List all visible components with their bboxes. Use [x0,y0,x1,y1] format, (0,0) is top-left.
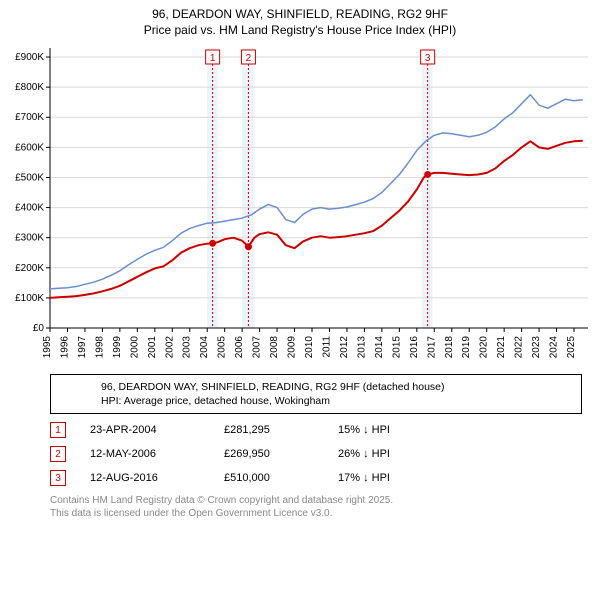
svg-text:1999: 1999 [112,336,123,359]
svg-text:1: 1 [210,53,216,64]
svg-text:1996: 1996 [59,336,70,359]
svg-text:2017: 2017 [426,336,437,359]
svg-text:£300K: £300K [15,233,44,244]
transaction-date: 23-APR-2004 [90,424,200,436]
svg-text:2019: 2019 [461,336,472,359]
transaction-price: £281,295 [224,424,314,436]
svg-text:2021: 2021 [496,336,507,359]
svg-text:2016: 2016 [409,336,420,359]
transaction-price: £510,000 [224,472,314,484]
svg-text:2009: 2009 [287,336,298,359]
svg-text:2007: 2007 [252,336,263,359]
svg-text:2014: 2014 [374,336,385,359]
transaction-date: 12-MAY-2006 [90,448,200,460]
svg-text:2025: 2025 [566,336,577,359]
svg-text:2023: 2023 [531,336,542,359]
svg-text:2001: 2001 [147,336,158,359]
svg-text:£800K: £800K [15,83,44,94]
svg-text:£200K: £200K [15,263,44,274]
transaction-marker-1: 1 [50,422,66,438]
svg-text:£900K: £900K [15,52,44,63]
legend-row-price-paid: 96, DEARDON WAY, SHINFIELD, READING, RG2… [59,381,573,393]
svg-text:2004: 2004 [199,336,210,359]
title-line-2: Price paid vs. HM Land Registry's House … [8,22,592,38]
svg-text:£0: £0 [33,323,45,334]
svg-text:£100K: £100K [15,293,44,304]
transactions-table: 1 23-APR-2004 £281,295 15% ↓ HPI 2 12-MA… [50,422,582,486]
title-line-1: 96, DEARDON WAY, SHINFIELD, READING, RG2… [8,6,592,22]
svg-text:2008: 2008 [269,336,280,359]
svg-text:3: 3 [425,53,431,64]
svg-text:2024: 2024 [549,336,560,359]
svg-text:2002: 2002 [164,336,175,359]
svg-text:1998: 1998 [94,336,105,359]
svg-text:£700K: £700K [15,113,44,124]
transaction-row: 1 23-APR-2004 £281,295 15% ↓ HPI [50,422,582,438]
svg-text:2010: 2010 [304,336,315,359]
svg-text:2013: 2013 [356,336,367,359]
transaction-row: 3 12-AUG-2016 £510,000 17% ↓ HPI [50,470,582,486]
line-chart: £0 £100K £200K £300K £400K £500K £600K £700K £80… [0,40,600,370]
transaction-date: 12-AUG-2016 [90,472,200,484]
svg-text:£600K: £600K [15,143,44,154]
transaction-row: 2 12-MAY-2006 £269,950 26% ↓ HPI [50,446,582,462]
chart-title-block: 96, DEARDON WAY, SHINFIELD, READING, RG2… [0,0,600,40]
footnote-line-2: This data is licensed under the Open Gov… [50,507,582,520]
svg-text:2: 2 [246,53,252,64]
svg-text:2015: 2015 [391,336,402,359]
chart-area: £0 £100K £200K £300K £400K £500K £600K £700K £80… [0,40,600,370]
svg-text:£400K: £400K [15,203,44,214]
legend-label-price-paid: 96, DEARDON WAY, SHINFIELD, READING, RG2… [101,381,445,393]
footnote: Contains HM Land Registry data © Crown c… [50,494,582,520]
svg-text:2003: 2003 [182,336,193,359]
transaction-delta: 26% ↓ HPI [338,448,438,460]
svg-text:2012: 2012 [339,336,350,359]
legend-label-hpi: HPI: Average price, detached house, Woki… [101,395,330,407]
svg-text:£500K: £500K [15,173,44,184]
legend-row-hpi: HPI: Average price, detached house, Woki… [59,395,573,407]
svg-text:2011: 2011 [321,336,332,358]
svg-text:2005: 2005 [217,336,228,359]
transaction-price: £269,950 [224,448,314,460]
svg-text:2006: 2006 [234,336,245,359]
legend-box: 96, DEARDON WAY, SHINFIELD, READING, RG2… [50,374,582,414]
transaction-delta: 15% ↓ HPI [338,424,438,436]
transaction-marker-3: 3 [50,470,66,486]
svg-text:2022: 2022 [514,336,525,359]
transaction-marker-2: 2 [50,446,66,462]
footnote-line-1: Contains HM Land Registry data © Crown c… [50,494,582,507]
svg-text:1997: 1997 [77,336,88,359]
svg-text:1995: 1995 [42,336,53,359]
svg-text:2020: 2020 [479,336,490,359]
transaction-delta: 17% ↓ HPI [338,472,438,484]
svg-text:2018: 2018 [444,336,455,359]
svg-text:2000: 2000 [129,336,140,359]
